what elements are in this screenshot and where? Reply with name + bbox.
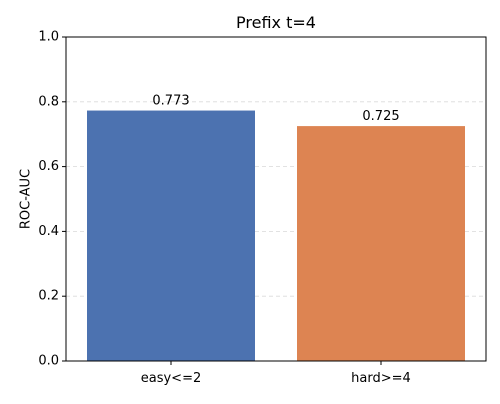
axes-layer bbox=[65, 36, 487, 362]
y-tick-label: 0.6 bbox=[38, 159, 59, 174]
y-tick-label: 0.4 bbox=[38, 224, 59, 239]
x-tick-label-hard>=4: hard>=4 bbox=[351, 371, 411, 386]
bar-easy<=2 bbox=[87, 110, 255, 361]
bar-hard>=4 bbox=[297, 126, 465, 361]
y-tick-label: 0.2 bbox=[38, 289, 59, 304]
chart-title: Prefix t=4 bbox=[236, 13, 316, 32]
y-ticks: 0.0 0.2 0.4 0.6 0.8 1.0 bbox=[38, 30, 66, 369]
x-tick-label-easy<=2: easy<=2 bbox=[141, 371, 202, 386]
y-tick-label: 1.0 bbox=[38, 30, 59, 45]
value-labels: 0.773 0.725 bbox=[152, 94, 399, 125]
y-axis-label: ROC-AUC bbox=[19, 169, 34, 229]
plot-frame bbox=[65, 36, 487, 362]
bars-layer bbox=[87, 110, 465, 361]
y-tick-label: 0.8 bbox=[38, 94, 59, 109]
y-tick-label: 0.0 bbox=[38, 354, 59, 369]
value-label-easy<=2: 0.773 bbox=[152, 94, 189, 109]
value-label-hard>=4: 0.725 bbox=[362, 109, 399, 124]
x-ticks: easy<=2 hard>=4 bbox=[141, 361, 411, 386]
